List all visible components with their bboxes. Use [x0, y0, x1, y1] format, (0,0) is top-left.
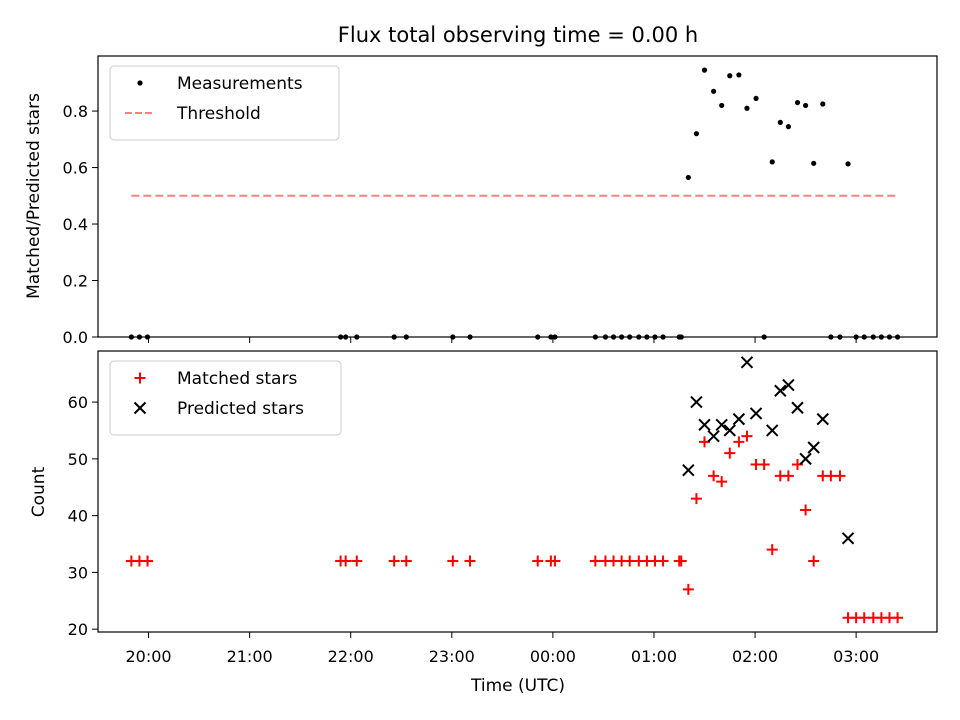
- predicted-stars-point: [682, 464, 695, 477]
- count-y-tick-label: 60: [68, 393, 88, 412]
- predicted-stars-point: [707, 429, 720, 443]
- predicted-stars-point: [782, 378, 795, 392]
- x-tick-label: 02:00: [732, 647, 778, 666]
- matched-stars-point: [690, 493, 702, 505]
- count-y-tick-label: 40: [68, 507, 88, 526]
- ratio-axes-frame: [97, 55, 938, 338]
- matched-stars-point: [800, 504, 812, 516]
- measurements-point: [777, 119, 783, 125]
- legend-measurements-label: Measurements: [177, 74, 303, 94]
- measurements-point: [711, 88, 717, 94]
- measurements-point: [736, 72, 742, 78]
- ratio-panel: Matched/Predicted stars 0.0 0.2 0.4 0.6 0.8 M…: [24, 55, 938, 347]
- matched-stars-point: [766, 544, 778, 556]
- matched-stars-point: [782, 470, 794, 482]
- measurements-point: [727, 73, 733, 79]
- x-tick-label: 20:00: [125, 647, 171, 666]
- predicted-stars-point: [732, 412, 746, 426]
- matched-stars-point: [741, 430, 753, 442]
- matched-stars-point: [388, 555, 400, 567]
- legend-threshold-label: Threshold: [176, 104, 261, 124]
- predicted-stars-point: [807, 441, 820, 454]
- ratio-y-tick-label: 0.4: [63, 215, 88, 234]
- legend-matched-stars-marker: [134, 372, 146, 384]
- matched-stars-point: [675, 555, 687, 567]
- measurements-point: [693, 131, 700, 137]
- predicted-stars-point: [715, 418, 728, 432]
- measurements-point: [802, 102, 809, 109]
- predicted-stars-point: [799, 452, 812, 466]
- matched-stars-point: [724, 447, 736, 459]
- predicted-stars-point: [698, 418, 711, 432]
- count-panel: Count 20 30 40 50 60 20:00 21:00 22:00 23:00 00:0…: [29, 350, 938, 666]
- matched-stars-point: [447, 555, 459, 567]
- ratio-y-tick-label: 0.2: [63, 272, 88, 291]
- count-axes-frame: [97, 350, 938, 633]
- measurements-point: [719, 102, 725, 109]
- x-tick-label: 21:00: [227, 647, 273, 666]
- ratio-legend: [109, 65, 340, 141]
- predicted-stars-point: [791, 401, 804, 414]
- predicted-stars-point: [816, 412, 829, 426]
- matched-stars-point: [657, 555, 669, 567]
- x-tick-label: 00:00: [530, 647, 576, 666]
- predicted-stars-point: [690, 395, 703, 409]
- matched-stars-point: [532, 555, 544, 567]
- legend-measurements-marker: [137, 80, 143, 86]
- matched-stars-point: [699, 436, 711, 448]
- matched-stars-point: [733, 436, 745, 448]
- measurements-point: [811, 160, 817, 166]
- matched-stars-point: [682, 583, 694, 595]
- x-tick-label: 22:00: [328, 647, 374, 666]
- matched-stars-point: [758, 459, 770, 471]
- matched-stars-point: [400, 555, 412, 567]
- count-y-tick-label: 50: [68, 450, 88, 469]
- matched-stars-point: [834, 470, 846, 482]
- measurements-point: [744, 105, 750, 111]
- predicted-stars-point: [740, 356, 754, 369]
- legend-predicted-stars-label: Predicted stars: [177, 399, 304, 419]
- measurements-point: [701, 67, 708, 73]
- x-axis-label: Time (UTC): [470, 676, 565, 696]
- x-tick-label: 23:00: [429, 647, 475, 666]
- matched-stars-point: [792, 459, 804, 471]
- matched-stars-point: [589, 555, 601, 567]
- predicted-stars-point: [749, 407, 763, 420]
- ratio-y-tick-label: 0.8: [63, 102, 88, 121]
- measurements-point: [685, 174, 691, 181]
- matched-stars-point: [142, 555, 154, 567]
- matched-stars-point: [808, 555, 820, 567]
- measurements-point: [785, 124, 792, 130]
- predicted-stars-point: [841, 532, 855, 545]
- predicted-stars-point: [723, 424, 736, 437]
- matched-stars-point: [708, 470, 720, 482]
- measurements-point: [845, 161, 851, 167]
- count-y-tick-label: 20: [68, 620, 88, 639]
- legend-matched-stars-label: Matched stars: [177, 369, 297, 389]
- ratio-y-tick-label: 0.0: [63, 328, 88, 347]
- matched-stars-point: [892, 612, 904, 624]
- matched-stars-point: [716, 476, 728, 488]
- matched-stars-point: [351, 555, 363, 567]
- measurements-point: [794, 99, 801, 106]
- count-y-tick-label: 30: [68, 563, 88, 582]
- matched-stars-point: [549, 555, 561, 567]
- ratio-panel-y-axis-label: Matched/Predicted stars: [24, 93, 44, 299]
- chart-title: Flux total observing time = 0.00 h: [338, 23, 698, 47]
- x-tick-label: 03:00: [833, 647, 879, 666]
- count-legend: [109, 360, 342, 436]
- legend-predicted-stars-marker: [133, 401, 147, 415]
- predicted-stars-point: [766, 424, 779, 437]
- matched-stars-point: [340, 555, 352, 567]
- predicted-stars-point: [774, 384, 787, 397]
- measurements-point: [820, 101, 826, 107]
- x-tick-label: 01:00: [631, 647, 677, 666]
- measurements-point: [753, 95, 759, 101]
- matched-stars-point: [464, 555, 476, 567]
- count-panel-y-axis-label: Count: [29, 466, 49, 517]
- measurements-point: [769, 159, 775, 165]
- ratio-y-tick-label: 0.6: [63, 159, 88, 178]
